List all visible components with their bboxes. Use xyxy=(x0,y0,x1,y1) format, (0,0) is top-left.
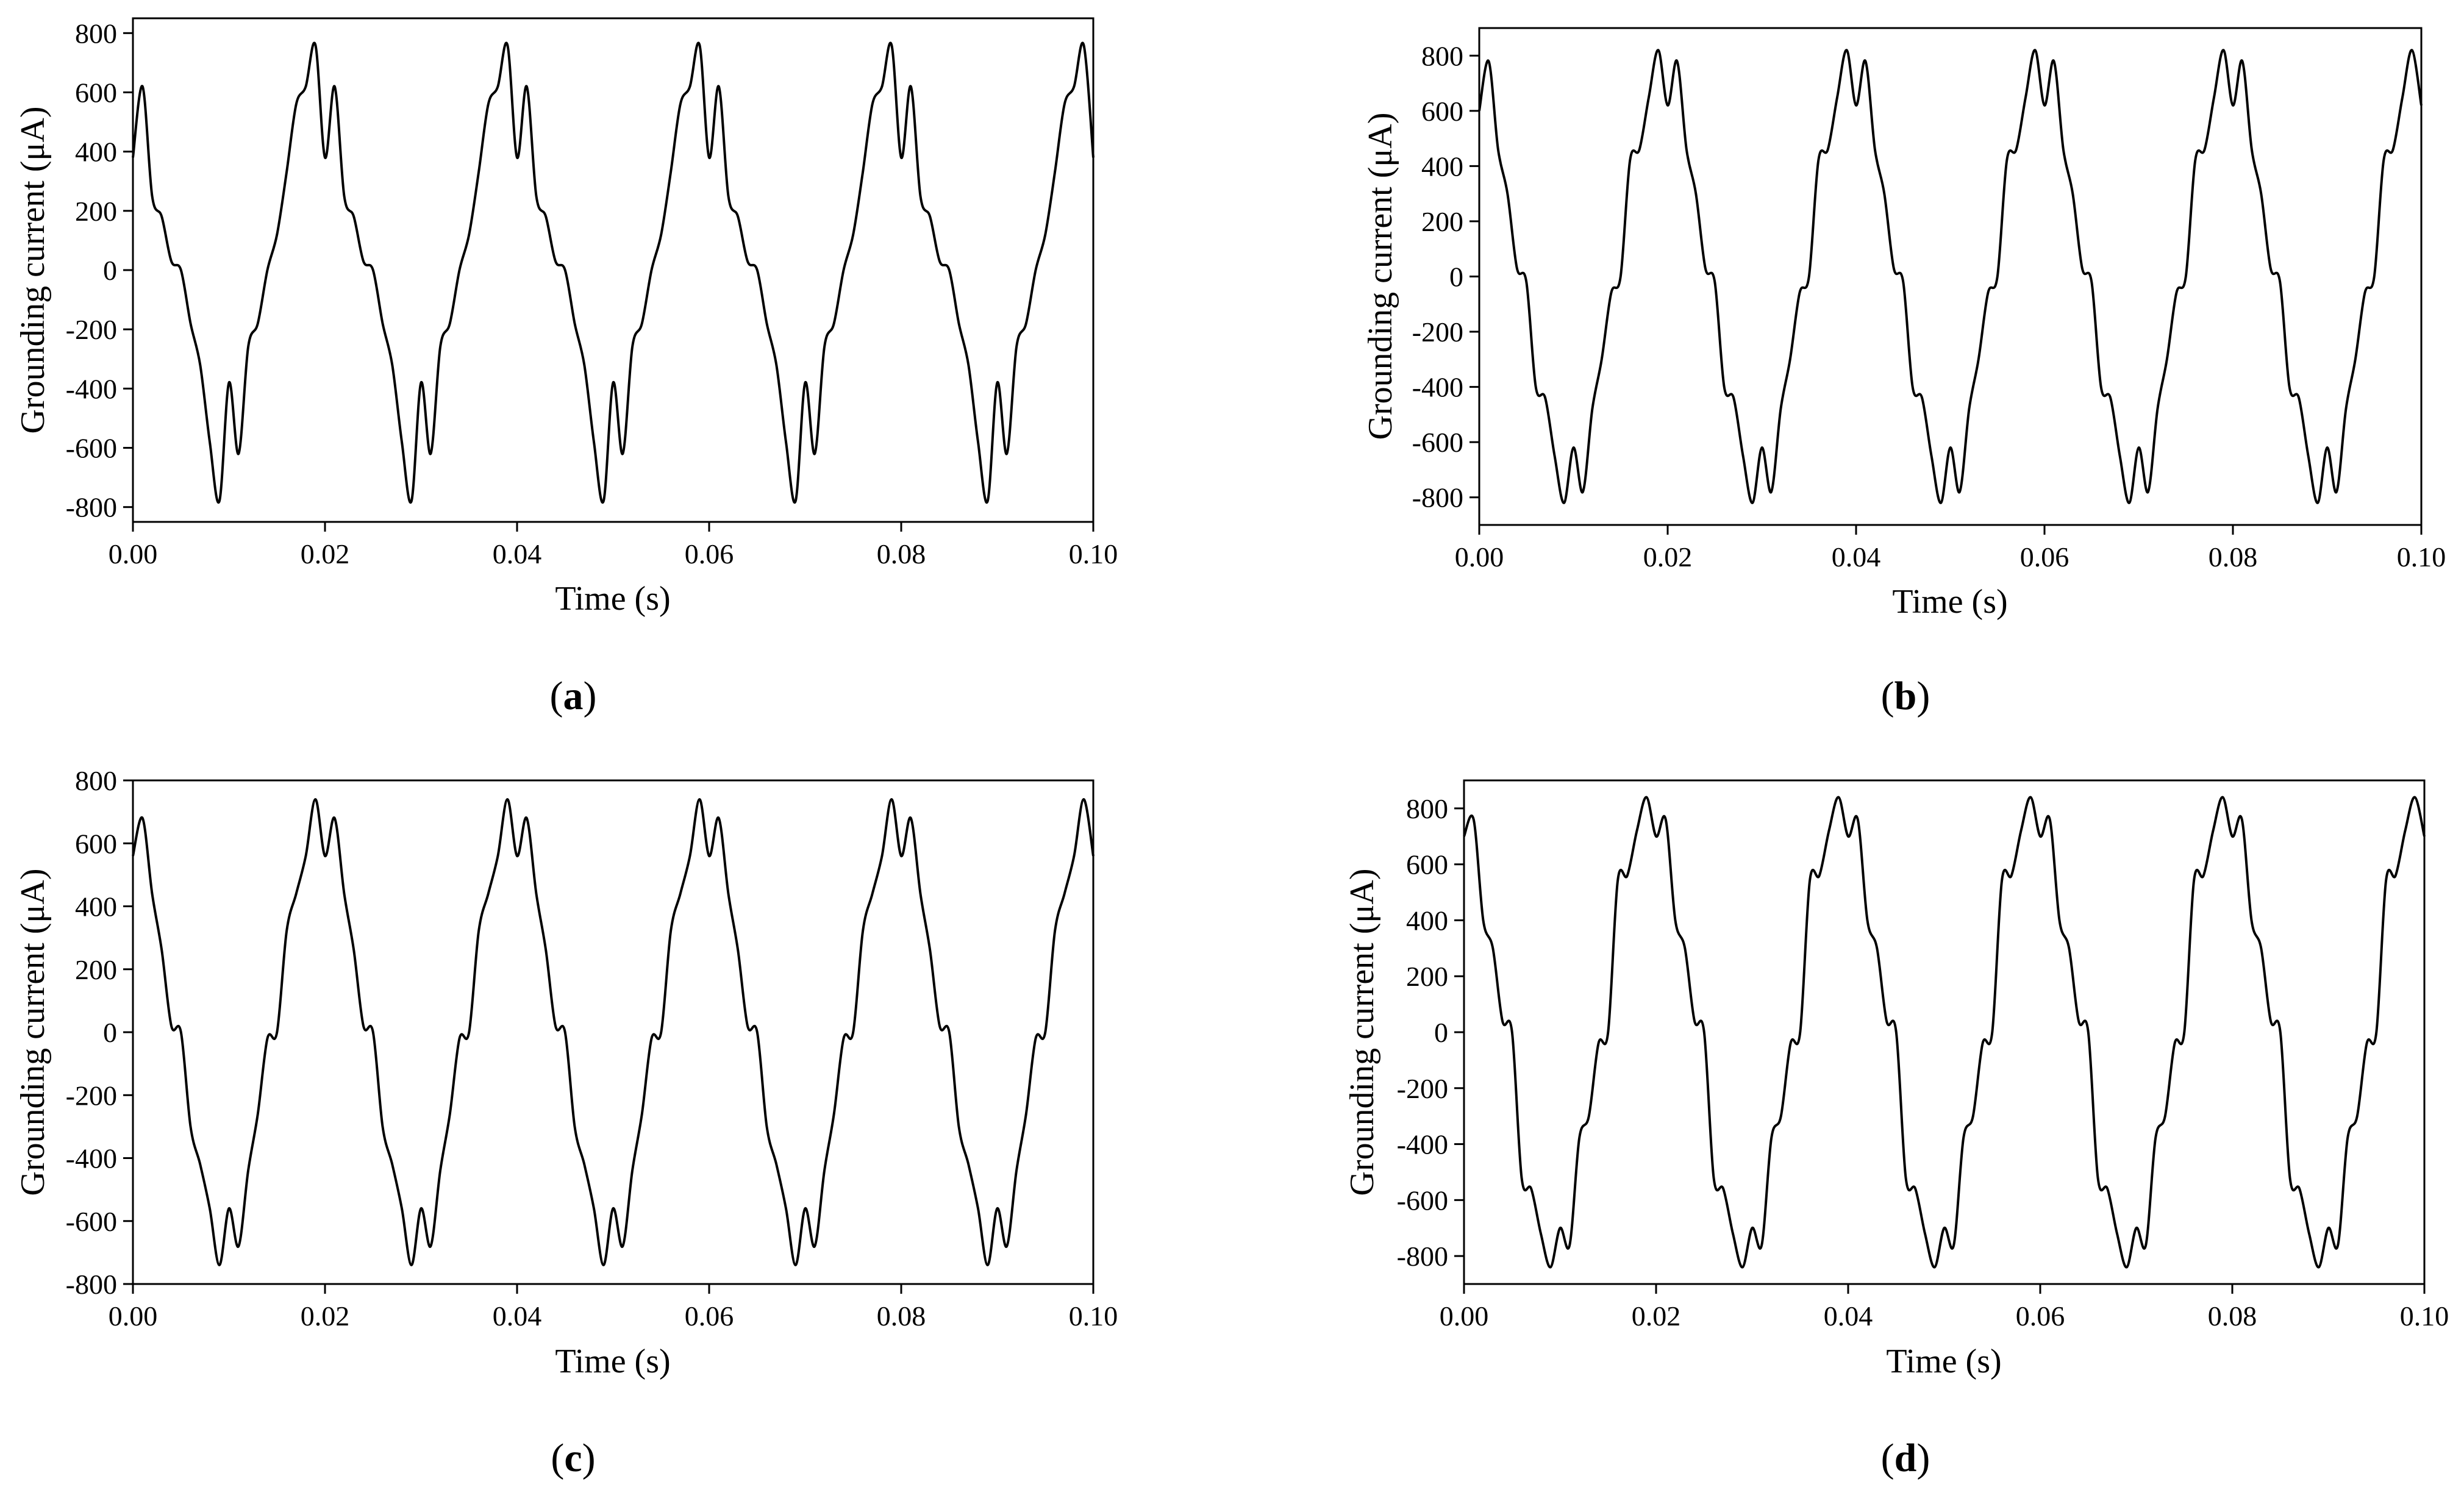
panel-b-xtick-label: 0.10 xyxy=(2397,541,2446,572)
panel-a-ytick-label: -600 xyxy=(66,433,117,464)
panel-a-ylabel: Grounding current (μA) xyxy=(14,107,52,434)
panel-a: 0.00 0.02 0.04 0.06 0.08 0.10 -800 -600 -400 -200… xyxy=(14,17,1118,718)
panel-b-ytick-label: -600 xyxy=(1412,427,1463,458)
panel-b-ytick-label: 400 xyxy=(1421,151,1463,182)
panel-a-xtick-label: 0.02 xyxy=(301,538,350,569)
panel-b-xtick-label: 0.00 xyxy=(1455,541,1504,572)
panel-a-xlabel: Time (s) xyxy=(555,580,670,618)
panel-c-xtick-label: 0.06 xyxy=(685,1300,734,1332)
panel-d-ytick-label: -600 xyxy=(1397,1185,1448,1216)
panel-b-ytick-label: -800 xyxy=(1412,482,1463,513)
panel-c-label: (c) xyxy=(551,1436,595,1480)
panel-b-xtick-label: 0.02 xyxy=(1643,541,1693,572)
panel-d-ytick-label: -200 xyxy=(1397,1073,1448,1104)
panel-a-xtick-label: 0.06 xyxy=(685,538,734,569)
panel-c-xtick-label: 0.00 xyxy=(109,1300,158,1332)
panel-a-xtick-label: 0.10 xyxy=(1069,538,1118,569)
panel-b-label: (b) xyxy=(1881,674,1930,718)
panel-d-xtick-label: 0.08 xyxy=(2208,1300,2257,1332)
panel-c-ytick-label: 0 xyxy=(103,1017,117,1048)
panel-a-ytick-label: 200 xyxy=(75,196,117,227)
panel-a-ytick-label: 400 xyxy=(75,137,117,168)
panel-a-label: (a) xyxy=(550,674,597,718)
panel-c-ytick-label: 200 xyxy=(75,954,117,985)
panel-d: 0.00 0.02 0.04 0.06 0.08 0.10 -800 -600 -400 -200… xyxy=(1343,779,2449,1480)
panel-d-ytick-label: -800 xyxy=(1397,1241,1448,1272)
panel-c-plot: 0.00 0.02 0.04 0.06 0.08 0.10 -800 -600 -400 -200… xyxy=(66,765,1118,1332)
panel-c-xtick-label: 0.10 xyxy=(1069,1300,1118,1332)
panel-d-ytick-label: 800 xyxy=(1406,793,1448,824)
panel-b-xtick-label: 0.06 xyxy=(2020,541,2069,572)
panel-d-xtick-label: 0.00 xyxy=(1440,1300,1489,1332)
panel-d-ytick-label: 200 xyxy=(1406,961,1448,992)
panel-a-ytick-label: 0 xyxy=(103,255,117,286)
panel-c: 0.00 0.02 0.04 0.06 0.08 0.10 -800 -600 -400 -200… xyxy=(14,765,1118,1480)
panel-c-ylabel: Grounding current (μA) xyxy=(14,869,52,1196)
panel-c-ytick-label: 400 xyxy=(75,891,117,922)
panel-b: 0.00 0.02 0.04 0.06 0.08 0.10 -800 -600 -400 -200… xyxy=(1362,27,2446,718)
panel-d-series-line xyxy=(1463,796,2426,1269)
panel-b-ytick-label: -200 xyxy=(1412,316,1463,348)
panel-d-xtick-label: 0.10 xyxy=(2400,1300,2449,1332)
panel-d-xtick-label: 0.02 xyxy=(1632,1300,1681,1332)
panel-d-plot: 0.00 0.02 0.04 0.06 0.08 0.10 -800 -600 -400 -200… xyxy=(1397,779,2449,1332)
panel-c-ytick-label: 600 xyxy=(75,828,117,859)
panel-c-ytick-label: -400 xyxy=(66,1143,117,1174)
panel-b-ylabel: Grounding current (μA) xyxy=(1362,113,1399,440)
panel-d-ytick-label: 600 xyxy=(1406,849,1448,880)
panel-c-xlabel: Time (s) xyxy=(555,1343,670,1380)
panel-a-series-line xyxy=(132,41,1095,504)
panel-d-ytick-label: -400 xyxy=(1397,1129,1448,1160)
panel-b-xtick-label: 0.04 xyxy=(1832,541,1881,572)
panel-b-plot: 0.00 0.02 0.04 0.06 0.08 0.10 -800 -600 -400 -200… xyxy=(1412,27,2446,572)
panel-c-ytick-label: 800 xyxy=(75,765,117,796)
panel-d-ytick-label: 0 xyxy=(1434,1017,1448,1048)
panel-d-label: (d) xyxy=(1881,1436,1930,1480)
panel-c-ytick-label: -800 xyxy=(66,1269,117,1300)
panel-c-series-line xyxy=(132,798,1095,1266)
panel-c-xtick-label: 0.02 xyxy=(301,1300,350,1332)
panel-d-ylabel: Grounding current (μA) xyxy=(1343,869,1381,1196)
panel-a-xtick-label: 0.00 xyxy=(109,538,158,569)
panel-c-xtick-label: 0.08 xyxy=(877,1300,926,1332)
panel-b-xlabel: Time (s) xyxy=(1892,583,2007,621)
panel-d-xtick-label: 0.06 xyxy=(2016,1300,2065,1332)
panel-b-ytick-label: 200 xyxy=(1421,206,1463,237)
panel-a-plot: 0.00 0.02 0.04 0.06 0.08 0.10 -800 -600 -400 -200… xyxy=(66,17,1118,569)
panel-a-ytick-label: -800 xyxy=(66,492,117,523)
panel-a-ytick-label: -200 xyxy=(66,314,117,345)
panel-c-xtick-label: 0.04 xyxy=(493,1300,542,1332)
panel-a-ytick-label: 600 xyxy=(75,77,117,108)
panel-a-ytick-label: 800 xyxy=(75,18,117,49)
panel-c-ytick-label: -600 xyxy=(66,1206,117,1237)
panel-d-xtick-label: 0.04 xyxy=(1824,1300,1873,1332)
panel-b-ytick-label: 600 xyxy=(1421,96,1463,127)
panel-b-xtick-label: 0.08 xyxy=(2209,541,2258,572)
panel-c-ytick-label: -200 xyxy=(66,1080,117,1111)
panel-b-series-line xyxy=(1478,49,2423,504)
panel-b-ytick-label: -400 xyxy=(1412,372,1463,403)
panel-b-ytick-label: 800 xyxy=(1421,40,1463,71)
panel-b-ytick-label: 0 xyxy=(1449,262,1463,293)
panel-a-xtick-label: 0.04 xyxy=(493,538,542,569)
panel-d-xlabel: Time (s) xyxy=(1886,1343,2001,1380)
panel-a-xtick-label: 0.08 xyxy=(877,538,926,569)
panel-a-ytick-label: -400 xyxy=(66,373,117,404)
panel-d-ytick-label: 400 xyxy=(1406,905,1448,936)
